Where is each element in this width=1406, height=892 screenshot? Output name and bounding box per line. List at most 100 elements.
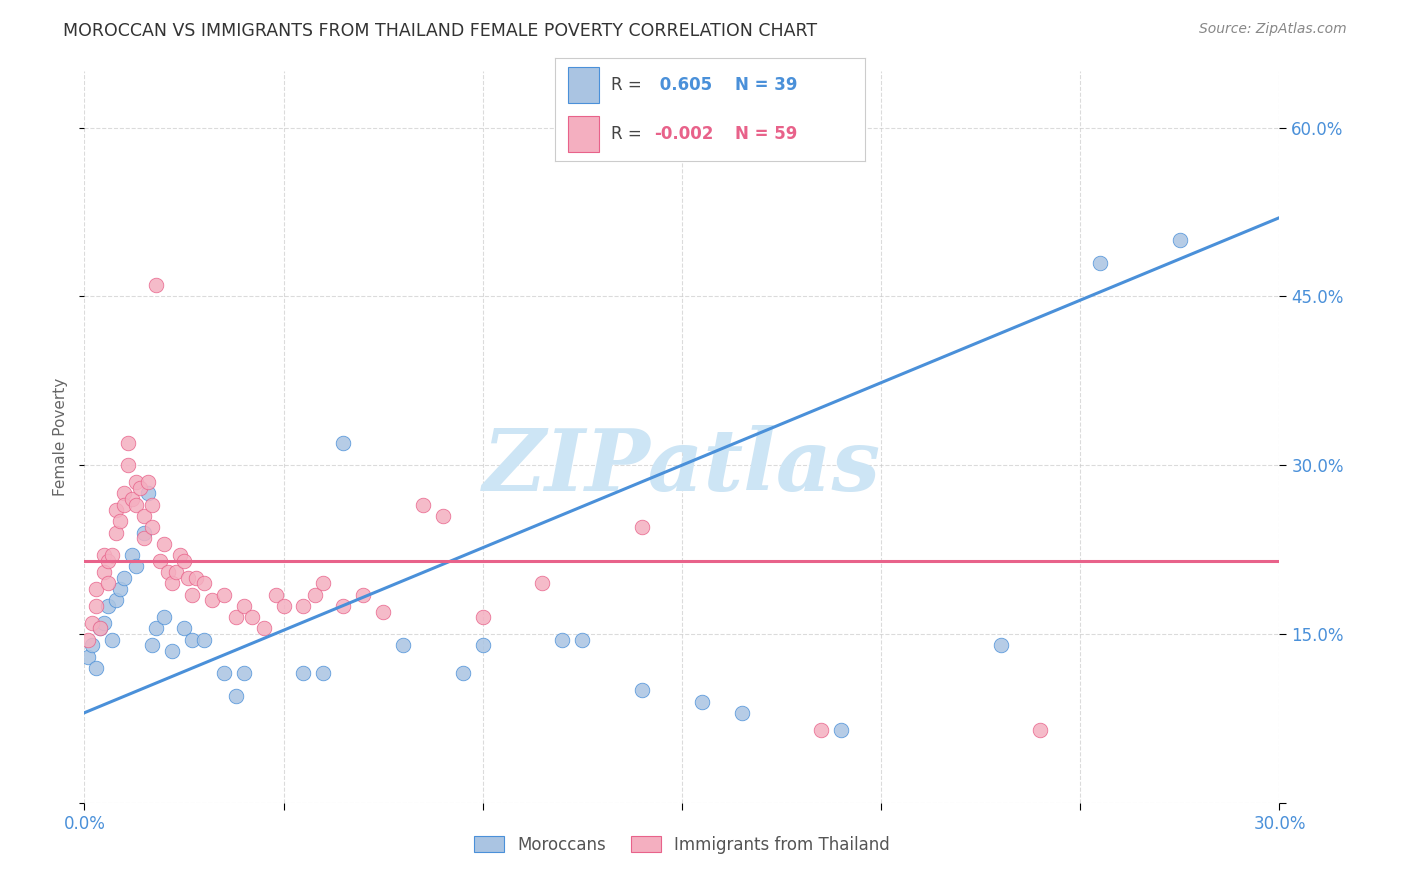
- Point: [551, 632, 574, 647]
- Point: [830, 723, 852, 737]
- Point: [184, 571, 207, 585]
- Point: [129, 481, 152, 495]
- Point: [193, 576, 215, 591]
- Point: [232, 599, 254, 613]
- Point: [292, 599, 315, 613]
- Point: [153, 537, 176, 551]
- Point: [93, 615, 115, 630]
- Point: [145, 621, 167, 635]
- Point: [136, 475, 159, 489]
- Point: [173, 621, 195, 635]
- Point: [112, 571, 135, 585]
- Point: [1029, 723, 1052, 737]
- Text: MOROCCAN VS IMMIGRANTS FROM THAILAND FEMALE POVERTY CORRELATION CHART: MOROCCAN VS IMMIGRANTS FROM THAILAND FEM…: [63, 22, 817, 40]
- Point: [105, 593, 128, 607]
- Point: [471, 610, 494, 624]
- Y-axis label: Female Poverty: Female Poverty: [53, 378, 69, 496]
- Point: [125, 559, 148, 574]
- Point: [690, 694, 713, 708]
- Text: ZIPatlas: ZIPatlas: [482, 425, 882, 508]
- Legend: Moroccans, Immigrants from Thailand: Moroccans, Immigrants from Thailand: [467, 829, 897, 860]
- Point: [264, 588, 287, 602]
- Point: [157, 565, 180, 579]
- FancyBboxPatch shape: [568, 67, 599, 103]
- Point: [990, 638, 1012, 652]
- Point: [731, 706, 754, 720]
- Point: [132, 508, 156, 523]
- Text: R =: R =: [612, 76, 647, 94]
- Point: [112, 498, 135, 512]
- Point: [240, 610, 263, 624]
- Text: N = 59: N = 59: [735, 125, 797, 143]
- Point: [332, 599, 354, 613]
- Text: 0.605: 0.605: [654, 76, 713, 94]
- Point: [471, 638, 494, 652]
- Point: [412, 498, 434, 512]
- Point: [86, 582, 108, 596]
- Point: [451, 666, 474, 681]
- Point: [531, 576, 554, 591]
- Point: [1168, 233, 1191, 247]
- Point: [181, 632, 204, 647]
- Point: [631, 683, 654, 698]
- Point: [86, 599, 108, 613]
- Point: [117, 435, 139, 450]
- Text: -0.002: -0.002: [654, 125, 714, 143]
- Point: [373, 605, 395, 619]
- Point: [132, 525, 156, 540]
- Point: [141, 638, 163, 652]
- Text: N = 39: N = 39: [735, 76, 797, 94]
- Point: [112, 486, 135, 500]
- Point: [173, 554, 195, 568]
- Point: [82, 615, 104, 630]
- Point: [571, 632, 593, 647]
- Point: [117, 458, 139, 473]
- Point: [97, 599, 120, 613]
- Point: [160, 644, 183, 658]
- Point: [193, 632, 215, 647]
- Point: [77, 649, 100, 664]
- Point: [1090, 255, 1112, 269]
- Point: [312, 576, 335, 591]
- Point: [160, 576, 183, 591]
- Point: [165, 565, 187, 579]
- Point: [352, 588, 374, 602]
- Point: [105, 503, 128, 517]
- Point: [212, 666, 235, 681]
- Text: R =: R =: [612, 125, 647, 143]
- Point: [121, 548, 143, 562]
- Point: [97, 554, 120, 568]
- Point: [132, 532, 156, 546]
- Point: [105, 525, 128, 540]
- Point: [136, 486, 159, 500]
- Point: [177, 571, 200, 585]
- Point: [225, 610, 247, 624]
- Point: [312, 666, 335, 681]
- Point: [82, 638, 104, 652]
- Point: [212, 588, 235, 602]
- Point: [253, 621, 276, 635]
- Point: [93, 565, 115, 579]
- Point: [810, 723, 832, 737]
- Point: [97, 576, 120, 591]
- FancyBboxPatch shape: [568, 117, 599, 153]
- Point: [273, 599, 295, 613]
- Point: [149, 554, 172, 568]
- Point: [121, 491, 143, 506]
- Point: [232, 666, 254, 681]
- Point: [101, 632, 124, 647]
- Point: [77, 632, 100, 647]
- Point: [292, 666, 315, 681]
- Point: [141, 498, 163, 512]
- Point: [631, 520, 654, 534]
- Point: [332, 435, 354, 450]
- Point: [145, 278, 167, 293]
- Point: [201, 593, 224, 607]
- Point: [169, 548, 191, 562]
- Text: Source: ZipAtlas.com: Source: ZipAtlas.com: [1199, 22, 1347, 37]
- Point: [225, 689, 247, 703]
- Point: [89, 621, 111, 635]
- Point: [304, 588, 326, 602]
- Point: [93, 548, 115, 562]
- Point: [432, 508, 454, 523]
